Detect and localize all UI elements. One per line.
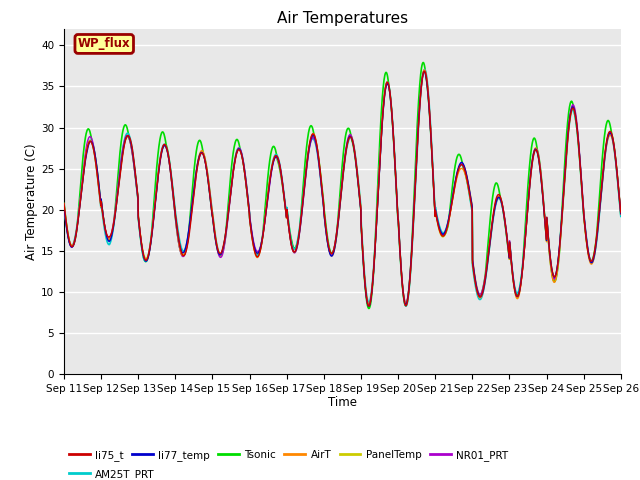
Text: WP_flux: WP_flux <box>78 37 131 50</box>
Title: Air Temperatures: Air Temperatures <box>277 11 408 26</box>
Legend: AM25T_PRT: AM25T_PRT <box>69 469 155 480</box>
X-axis label: Time: Time <box>328 396 357 408</box>
Y-axis label: Air Temperature (C): Air Temperature (C) <box>25 144 38 260</box>
